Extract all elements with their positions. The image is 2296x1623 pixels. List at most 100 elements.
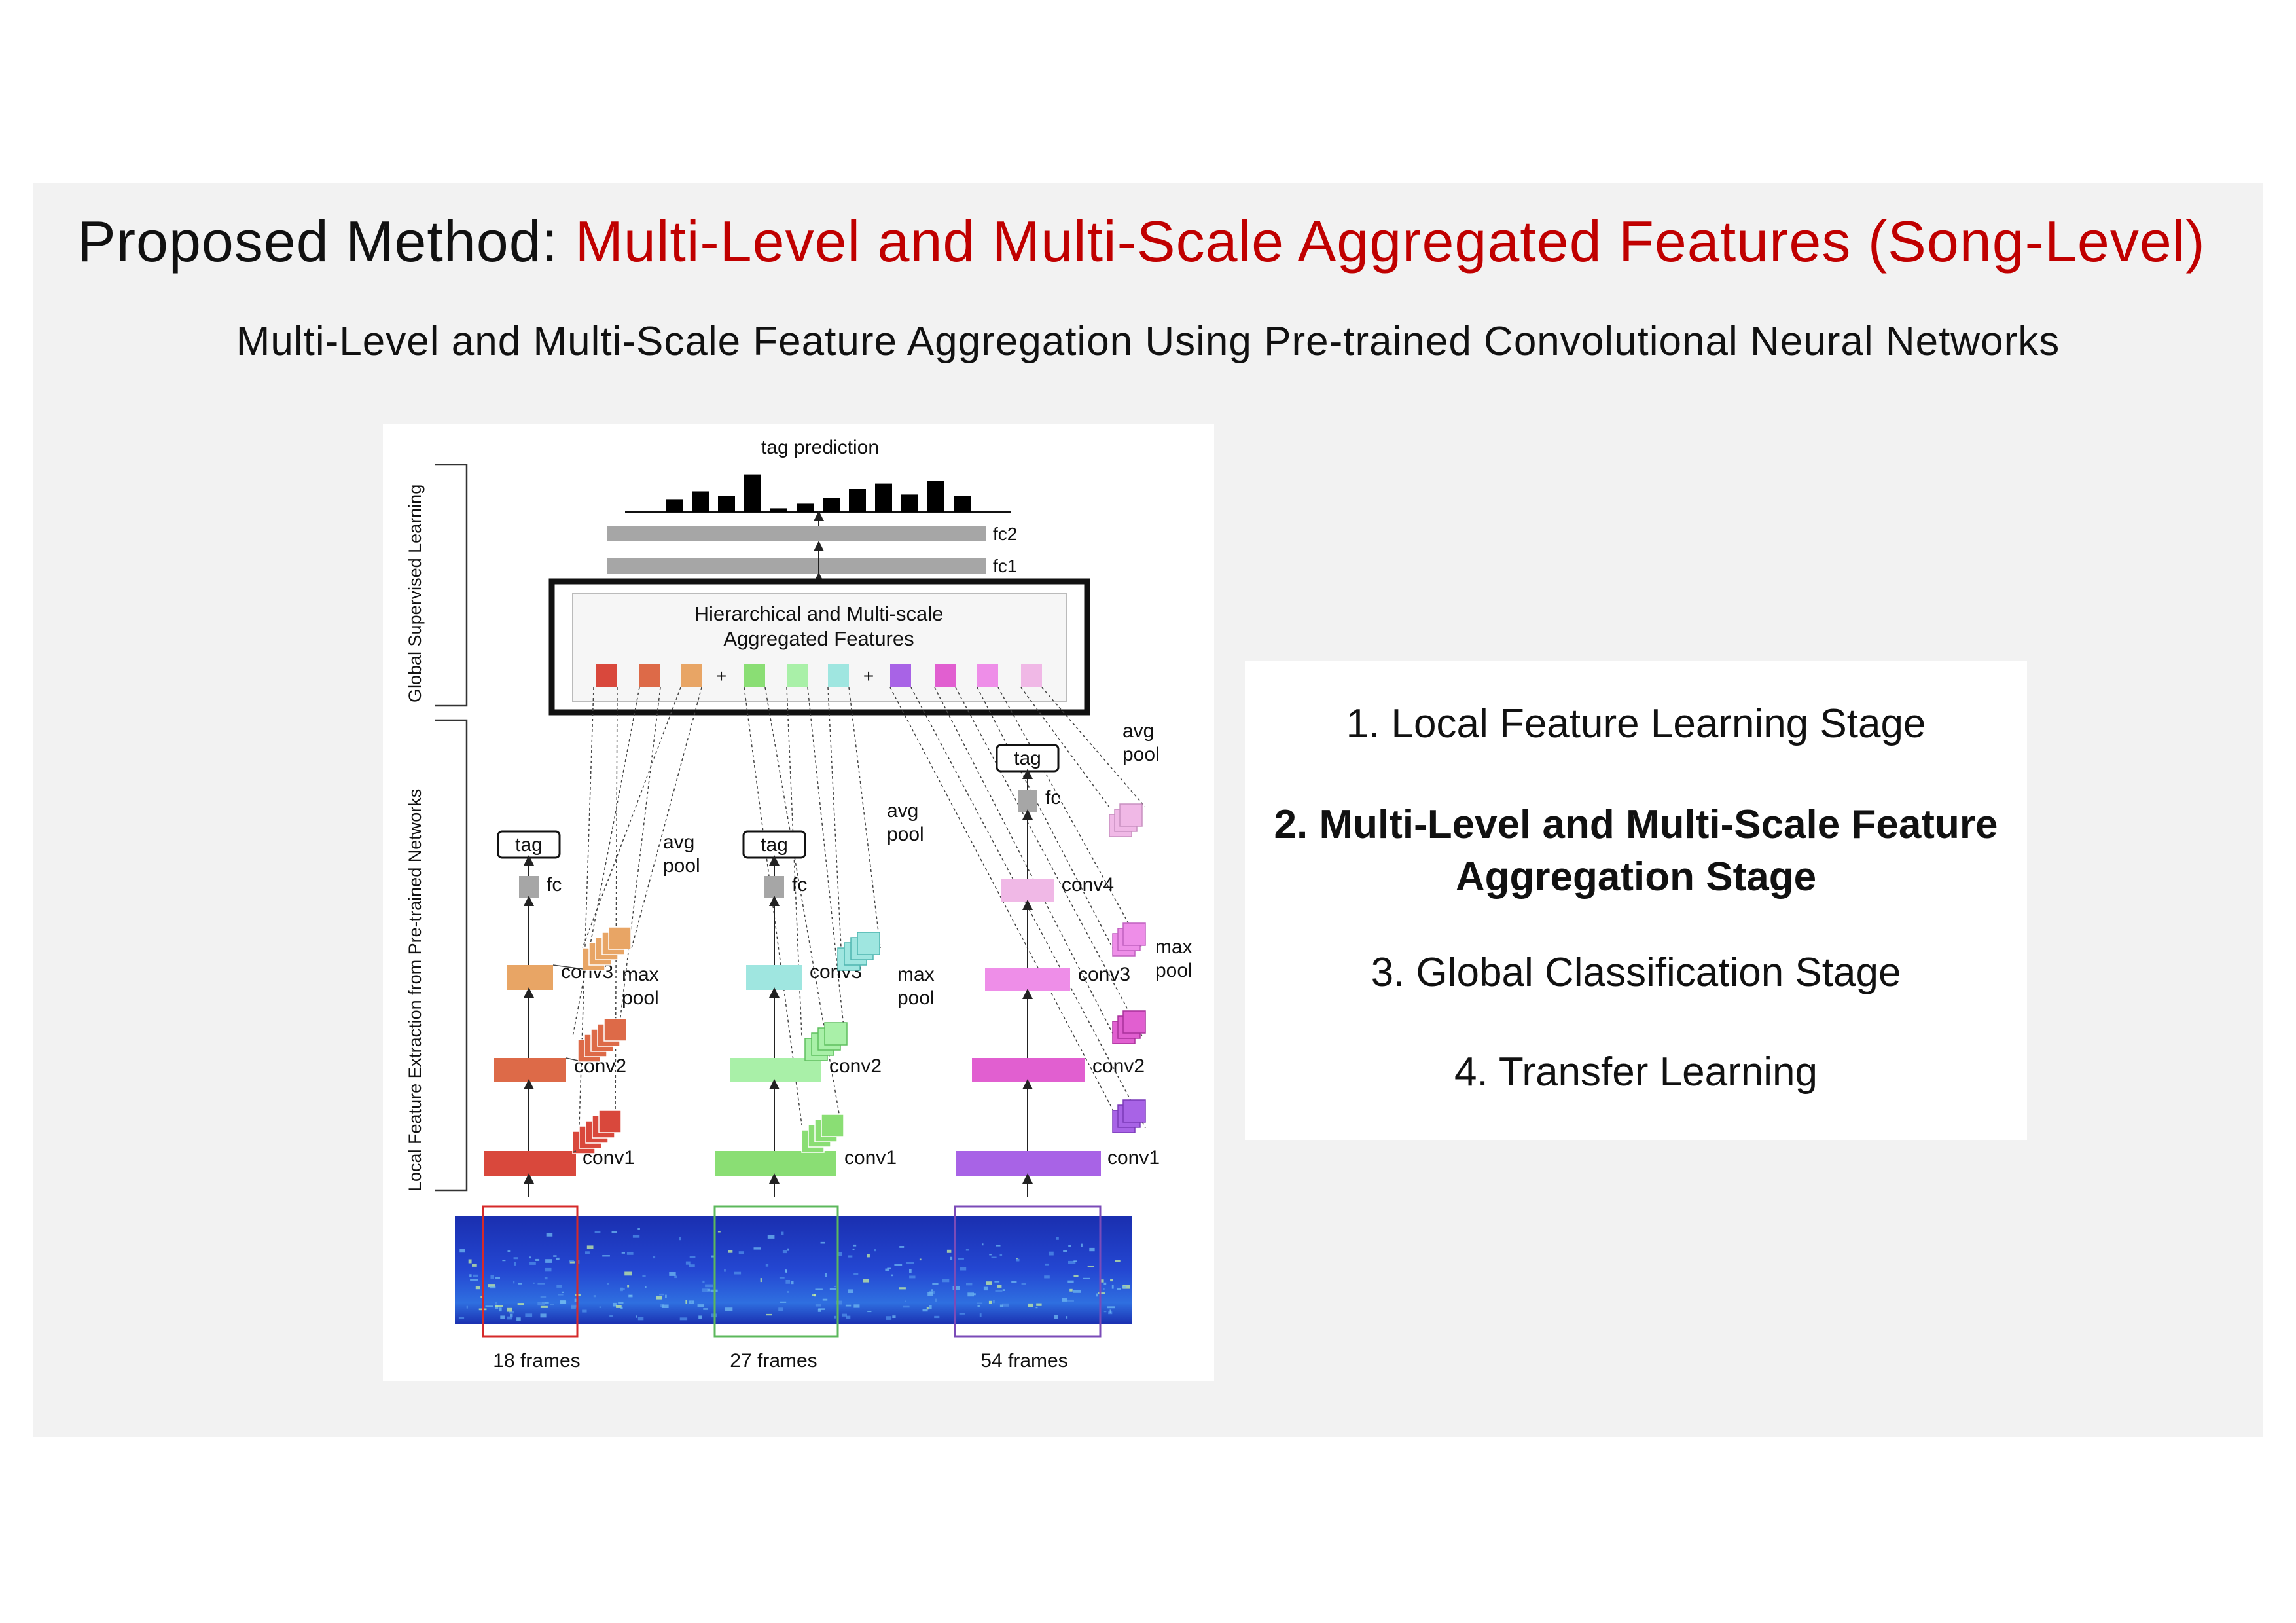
branch1-conv2 [494, 1058, 566, 1082]
spectrogram-streak [542, 1302, 549, 1304]
spectrogram-streak [977, 1302, 983, 1304]
spectrogram-streak [765, 1264, 769, 1267]
branch-18-frames: conv1 conv2 conv3 fc tag [484, 830, 700, 1197]
spectrogram-streak [535, 1258, 540, 1261]
spectrogram-streak [507, 1316, 512, 1320]
spectrogram-streak [636, 1315, 637, 1318]
spectrogram-streak [846, 1315, 851, 1319]
spectrogram-streak [621, 1252, 625, 1254]
spectrogram-streak [782, 1250, 787, 1254]
spectrogram-streak [1066, 1316, 1068, 1319]
branch3-conv1-label: conv1 [1107, 1147, 1160, 1169]
spectrogram-streak [815, 1304, 821, 1307]
spectrogram-streak [1054, 1315, 1058, 1319]
spectrogram-streak [546, 1233, 553, 1237]
spectrogram-streak [836, 1300, 842, 1305]
spectrogram-streak [618, 1302, 624, 1304]
spectrogram-streak [665, 1294, 667, 1298]
branch2-fc-label: fc [792, 874, 807, 896]
stage-3: 3. Global Classification Stage [1371, 950, 1901, 995]
spectrogram-streak [838, 1252, 842, 1256]
spectrogram-streak [863, 1279, 869, 1283]
spectrogram-streak [485, 1305, 493, 1307]
spectrogram-streak [627, 1285, 630, 1288]
spectrogram-streak [1044, 1275, 1050, 1279]
stage-2-line1: 2. Multi-Level and Multi-Scale Feature [1274, 802, 1998, 847]
spectrogram-streak [553, 1255, 557, 1257]
spectrogram-streak [611, 1231, 617, 1233]
spectrogram-streak [766, 1313, 772, 1316]
spectrogram-streak [495, 1305, 503, 1307]
spectrogram-streak [1049, 1251, 1054, 1256]
spectrogram-streak [899, 1246, 905, 1248]
spectrogram-streak [1002, 1289, 1005, 1291]
spectrogram-streak [991, 1256, 997, 1258]
branch1-fc-label: fc [547, 874, 562, 896]
agg-square [1021, 664, 1042, 687]
spectrogram-streak [818, 1308, 825, 1310]
spectrogram-streak [979, 1313, 982, 1317]
spectrogram-streak [469, 1274, 472, 1277]
branch1-conv1 [484, 1151, 576, 1176]
branch1-max-pool-label: pool [622, 987, 659, 1009]
tag-prediction-label: tag prediction [761, 437, 879, 458]
spectrogram-streak [560, 1300, 566, 1304]
spectrogram-streak [1089, 1247, 1095, 1252]
plus-sign: + [716, 666, 726, 686]
spectrogram-streak [1115, 1260, 1121, 1262]
spectrogram-streak [781, 1231, 784, 1235]
branch2-conv1 [715, 1151, 836, 1176]
spectrogram-streak [995, 1290, 1003, 1292]
spectrogram-streak [1107, 1306, 1115, 1309]
spectrogram-streak [513, 1257, 518, 1260]
stage-4: 4. Transfer Learning [1454, 1049, 1818, 1095]
spectrogram-streak [989, 1254, 992, 1256]
spectrogram-streak [517, 1303, 524, 1305]
spectrogram-streak [867, 1311, 872, 1313]
branch3-fc [1018, 790, 1037, 812]
spectrogram-streak [1011, 1281, 1017, 1283]
fc1-bar [607, 558, 986, 574]
branch1-fc [519, 876, 539, 898]
spectrogram-streak [1073, 1290, 1081, 1293]
stage-1: 1. Local Feature Learning Stage [1346, 701, 1926, 746]
spectrogram-streak [525, 1313, 533, 1317]
histogram-bar [875, 483, 892, 512]
spectrogram-streak [787, 1290, 789, 1293]
architecture-diagram: Global Supervised Learning Local Feature… [405, 437, 1193, 1372]
spectrogram-streak [977, 1305, 980, 1307]
aggregated-line2: Aggregated Features [723, 627, 914, 650]
spectrogram-streak [965, 1249, 969, 1251]
spectrogram-streak [1096, 1293, 1098, 1297]
spectrogram-streak [785, 1270, 787, 1273]
spectrogram-streak [717, 1231, 721, 1233]
spectrogram [455, 1216, 1132, 1324]
branch2-pool3-stack [837, 932, 880, 971]
spectrogram-streak [909, 1275, 916, 1279]
fc2-label: fc2 [993, 524, 1017, 544]
spectrogram-streak [1056, 1237, 1059, 1240]
spectrogram-streak [926, 1307, 929, 1310]
spectrogram-streak [967, 1292, 974, 1297]
spectrogram-streak [959, 1313, 965, 1315]
spectrogram-streak [490, 1275, 494, 1279]
agg-square [787, 664, 808, 687]
histogram-bar [666, 499, 683, 512]
branch3-conv3-label: conv3 [1078, 964, 1130, 985]
spectrogram-streak [586, 1245, 594, 1249]
spectrogram-streak [1068, 1260, 1076, 1264]
spectrogram-streak [1028, 1303, 1033, 1307]
branch3-conv2 [972, 1058, 1085, 1082]
branch3-pool2-stack [1112, 1010, 1146, 1044]
branch1-pool3-stack [582, 926, 632, 971]
spectrogram-streak [1103, 1282, 1107, 1285]
histogram-bar [718, 496, 735, 512]
spectrogram-streak [569, 1260, 574, 1262]
histogram-bar [849, 489, 866, 512]
spectrogram-streak [556, 1285, 562, 1288]
spectrogram-streak [1069, 1288, 1073, 1292]
spectrogram-streak [624, 1271, 632, 1276]
branch2-conv3 [746, 965, 802, 990]
spectrogram-streak [899, 1287, 906, 1290]
spectrogram-streak [886, 1316, 892, 1320]
